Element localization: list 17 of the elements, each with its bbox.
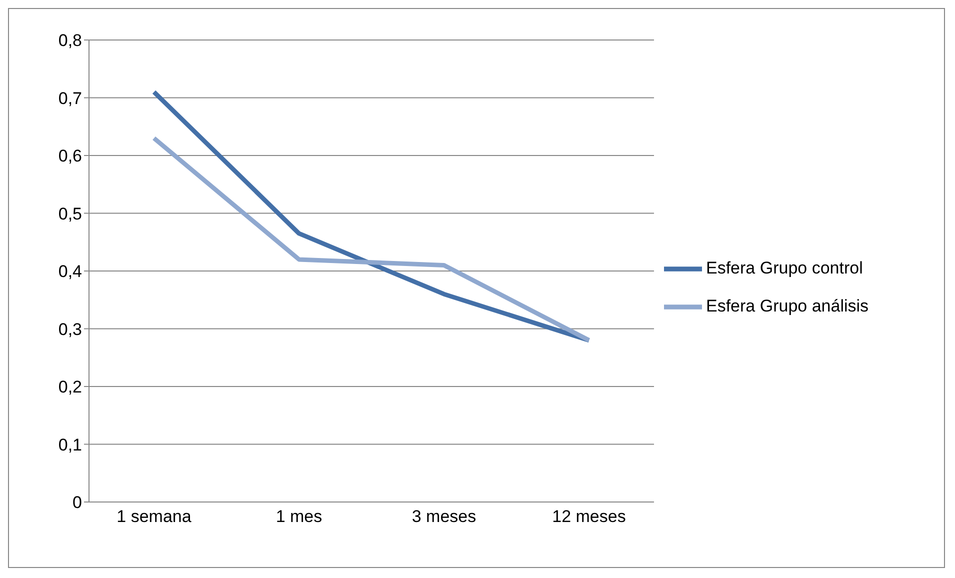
y-tick-label: 0,4 bbox=[58, 262, 82, 282]
line-series bbox=[152, 136, 592, 343]
y-tick-label: 0 bbox=[72, 493, 82, 512]
x-tick-label: 3 meses bbox=[412, 507, 476, 526]
y-tick-label: 0,7 bbox=[58, 88, 82, 108]
x-tick-label: 12 meses bbox=[552, 507, 626, 526]
y-tick-label: 0,2 bbox=[58, 378, 82, 397]
x-tick-label: 1 semana bbox=[116, 507, 192, 526]
y-tick-label: 0,1 bbox=[58, 435, 82, 454]
y-tick-label: 0,3 bbox=[58, 320, 82, 339]
legend-label: Esfera Grupo control bbox=[706, 258, 863, 278]
x-tick-label: 1 mes bbox=[276, 507, 322, 526]
legend-label: Esfera Grupo análisis bbox=[706, 296, 869, 316]
y-tick-label: 0,5 bbox=[58, 204, 82, 224]
y-tick-label: 0,6 bbox=[58, 146, 82, 166]
line-series bbox=[152, 90, 592, 343]
y-tick-label: 0,8 bbox=[58, 31, 82, 50]
